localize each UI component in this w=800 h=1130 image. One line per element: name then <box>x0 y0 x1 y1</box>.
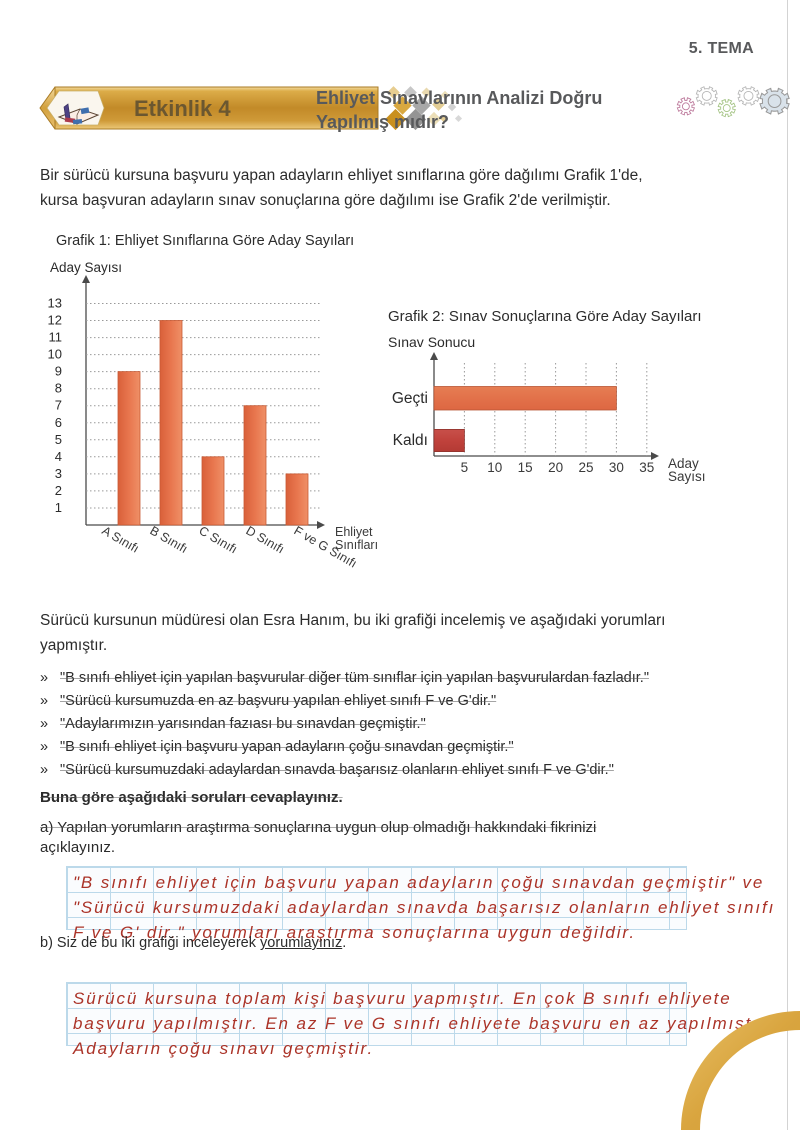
svg-text:5: 5 <box>55 432 62 447</box>
svg-text:1: 1 <box>55 500 62 515</box>
svg-text:A Sınıfı: A Sınıfı <box>100 523 142 555</box>
svg-text:20: 20 <box>548 460 563 475</box>
svg-text:C Sınıfı: C Sınıfı <box>197 523 240 556</box>
svg-text:25: 25 <box>578 460 593 475</box>
svg-text:Etkinlik 4: Etkinlik 4 <box>134 96 231 121</box>
svg-text:30: 30 <box>609 460 624 475</box>
svg-text:5: 5 <box>461 460 469 475</box>
svg-text:11: 11 <box>49 330 63 345</box>
svg-text:10: 10 <box>487 460 502 475</box>
svg-text:B Sınıfı: B Sınıfı <box>148 523 191 556</box>
svg-text:Ehliyet: Ehliyet <box>335 525 373 539</box>
svg-text:13: 13 <box>48 296 62 311</box>
svg-text:8: 8 <box>55 381 62 396</box>
svg-text:7: 7 <box>55 398 62 413</box>
svg-text:Kaldı: Kaldı <box>393 432 428 449</box>
svg-text:Sınav Sonucu: Sınav Sonucu <box>388 334 475 350</box>
svg-text:4: 4 <box>55 449 62 464</box>
svg-text:D Sınıfı: D Sınıfı <box>244 523 287 556</box>
svg-text:9: 9 <box>55 364 62 379</box>
svg-text:Sınıfları: Sınıfları <box>335 538 378 552</box>
svg-text:Aday Sayısı: Aday Sayısı <box>50 260 122 275</box>
svg-text:15: 15 <box>518 460 533 475</box>
svg-text:12: 12 <box>48 313 62 328</box>
svg-text:3: 3 <box>55 466 62 481</box>
svg-text:Sayısı: Sayısı <box>668 469 706 484</box>
svg-text:Grafik 2: Sınav Sonuçlarına Gö: Grafik 2: Sınav Sonuçlarına Göre Aday Sa… <box>388 308 702 325</box>
svg-text:10: 10 <box>48 347 62 362</box>
svg-text:Geçti: Geçti <box>392 390 428 407</box>
svg-text:35: 35 <box>639 460 654 475</box>
svg-text:6: 6 <box>55 415 62 430</box>
svg-text:2: 2 <box>55 483 62 498</box>
